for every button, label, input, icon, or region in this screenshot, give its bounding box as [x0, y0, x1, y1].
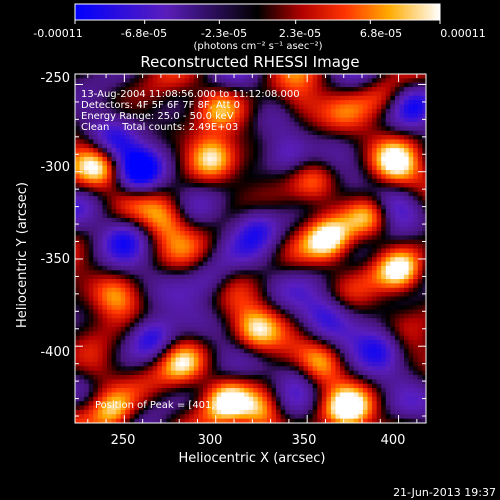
- y-tick-label: -350: [40, 252, 70, 267]
- colorbar: [74, 3, 441, 21]
- x-tick-label: 350: [292, 433, 317, 448]
- colorbar-ticks: [74, 20, 441, 24]
- colorbar-tick-label: -2.3e-05: [201, 27, 247, 40]
- x-tick-label: 250: [111, 433, 136, 448]
- colorbar-tick-label: 0.00011: [440, 27, 486, 40]
- colorbar-unit-label: (photons cm⁻² s⁻¹ asec⁻²): [193, 41, 322, 52]
- annotation-energy-range: Energy Range: 25.0 - 50.0 keV: [81, 111, 234, 122]
- colorbar-tick-label: 6.8e-05: [360, 27, 402, 40]
- y-axis-label: Heliocentric Y (arcsec): [15, 182, 30, 328]
- x-tick-label: 300: [198, 433, 223, 448]
- chart-title: Reconstructed RHESSI Image: [140, 53, 359, 71]
- y-tick-label: -300: [40, 160, 70, 175]
- annotation-clean-counts: Clean Total counts: 2.49E+03: [81, 122, 238, 133]
- plot-frame: [74, 73, 427, 424]
- y-tick-label: -400: [40, 345, 70, 360]
- annotation-time-range: 13-Aug-2004 11:08:56.000 to 11:12:08.000: [81, 89, 300, 100]
- axis-ticks: [75, 74, 426, 423]
- heatmap-image: [75, 74, 426, 423]
- annotation-detectors: Detectors: 4F 5F 6F 7F 8F, Att 0: [81, 100, 240, 111]
- peak-position-label: Position of Peak = [401,-358]: [95, 400, 241, 411]
- footer-datetime: 21-Jun-2013 19:37: [393, 486, 496, 499]
- x-tick-label: 400: [381, 433, 406, 448]
- x-axis-label: Heliocentric X (arcsec): [179, 451, 326, 466]
- y-tick-label: -250: [40, 71, 70, 86]
- colorbar-tick-label: -0.00011: [33, 27, 82, 40]
- colorbar-tick-label: 2.3e-05: [279, 27, 321, 40]
- colorbar-tick-label: -6.8e-05: [121, 27, 167, 40]
